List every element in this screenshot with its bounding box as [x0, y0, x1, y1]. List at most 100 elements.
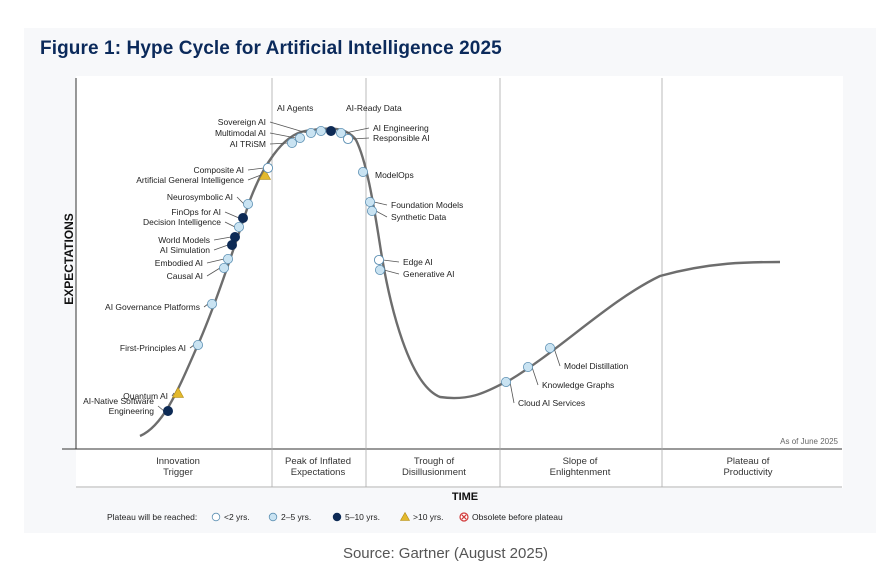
- technology-marker: [218, 262, 229, 273]
- technology-label: AI Agents: [277, 103, 313, 113]
- phase-label: Innovation: [156, 456, 200, 467]
- technology-label: Knowledge Graphs: [542, 380, 614, 390]
- technology-label: Causal AI: [167, 271, 203, 281]
- technology-leader: [553, 347, 561, 367]
- phase-label: Productivity: [723, 467, 772, 478]
- technology-marker: [294, 132, 305, 143]
- technology-leader: [383, 269, 400, 275]
- technology-marker: [545, 342, 556, 353]
- phase-label: Peak of Inflated: [285, 456, 351, 467]
- technology-leader: [224, 211, 240, 219]
- technology-leader: [269, 121, 308, 134]
- technology-label: Synthetic Data: [391, 212, 447, 222]
- technology-label: Multimodal AI: [215, 128, 266, 138]
- technology-label: World Models: [158, 235, 210, 245]
- technology-marker: [222, 253, 233, 264]
- technology-leader: [269, 132, 297, 139]
- technology-marker: [305, 127, 316, 138]
- technology-marker: [162, 405, 173, 416]
- technology-label: AI Simulation: [160, 245, 210, 255]
- technology-marker: [233, 221, 244, 232]
- technology-label: AI TRiSM: [230, 139, 266, 149]
- technology-label: Composite AI: [193, 165, 244, 175]
- figure-title: Figure 1: Hype Cycle for Artificial Inte…: [40, 38, 502, 59]
- technology-marker: [286, 137, 297, 148]
- technology-marker: [342, 133, 354, 145]
- technology-leader: [509, 381, 515, 404]
- phase-row: [76, 448, 843, 488]
- technology-marker: [258, 168, 272, 180]
- legend-marker: [332, 512, 342, 522]
- technology-leader: [269, 142, 289, 145]
- technology-leader: [224, 221, 236, 228]
- legend-marker: [211, 512, 221, 522]
- technology-marker: [373, 254, 385, 266]
- technology-label: Neurosymbolic AI: [167, 192, 233, 202]
- technology-label: AI-Native Software: [83, 396, 154, 406]
- technology-label: First-Principles AI: [120, 343, 186, 353]
- technology-marker: [374, 264, 385, 275]
- technology-leader: [375, 210, 388, 218]
- legend-label: <2 yrs.: [224, 512, 250, 522]
- technology-label: FinOps for AI: [171, 207, 221, 217]
- technology-leader: [206, 267, 221, 277]
- legend-marker: [268, 512, 278, 522]
- technology-label: ModelOps: [375, 170, 414, 180]
- technology-leader: [247, 174, 262, 181]
- technology-marker: [242, 198, 253, 209]
- technology-label: Engineering: [109, 406, 155, 416]
- phase-label: Trigger: [163, 467, 193, 478]
- phase-label: Expectations: [291, 467, 346, 478]
- technology-label: Cloud AI Services: [518, 398, 585, 408]
- legend-marker-cross: [461, 514, 467, 520]
- technology-marker: [364, 196, 375, 207]
- technology-leader: [344, 127, 370, 134]
- phase-label: Plateau of: [727, 456, 770, 467]
- technology-label: AI Governance Platforms: [105, 302, 200, 312]
- technology-label: Embodied AI: [155, 258, 203, 268]
- technology-marker: [262, 162, 274, 174]
- technology-label: Foundation Models: [391, 200, 463, 210]
- technology-marker: [237, 212, 248, 223]
- plot-area: [76, 76, 843, 448]
- technology-marker: [325, 126, 336, 137]
- technology-marker: [366, 205, 377, 216]
- technology-leader: [171, 392, 175, 397]
- phase-label: Slope of: [563, 456, 598, 467]
- technology-label: Quantum AI: [123, 391, 168, 401]
- technology-marker: [229, 231, 240, 242]
- technology-leader: [247, 167, 265, 171]
- technology-marker: [315, 126, 326, 137]
- hype-curve: [139, 127, 781, 438]
- technology-label: AI Engineering: [373, 123, 429, 133]
- technology-marker: [335, 127, 346, 138]
- legend-marker: [399, 511, 411, 521]
- technology-leader: [157, 405, 165, 412]
- phase-label: Trough of: [414, 456, 455, 467]
- technology-marker: [192, 339, 203, 350]
- legend-label: 5–10 yrs.: [345, 512, 380, 522]
- technology-leader: [213, 236, 232, 241]
- technology-marker: [171, 386, 185, 398]
- technology-leader: [213, 244, 229, 251]
- technology-label: Model Distillation: [564, 361, 629, 371]
- technology-marker: [206, 298, 217, 309]
- technology-marker: [500, 376, 511, 387]
- technology-leader: [382, 259, 400, 263]
- technology-leader: [206, 258, 225, 264]
- technology-leader: [531, 366, 539, 386]
- phase-label: Disillusionment: [402, 467, 466, 478]
- technology-label: Artificial General Intelligence: [136, 175, 244, 185]
- technology-label: Generative AI: [403, 269, 455, 279]
- technology-marker: [523, 361, 534, 372]
- as-of-note: As of June 2025: [780, 437, 838, 446]
- technology-label: Responsible AI: [373, 133, 430, 143]
- phase-label: Enlightenment: [550, 467, 611, 478]
- legend-title: Plateau will be reached:: [107, 512, 197, 522]
- technology-leader: [373, 201, 388, 206]
- technology-label: Edge AI: [403, 257, 433, 267]
- technology-leader: [351, 137, 370, 140]
- technology-label: Sovereign AI: [218, 117, 266, 127]
- x-axis-title: TIME: [452, 491, 478, 503]
